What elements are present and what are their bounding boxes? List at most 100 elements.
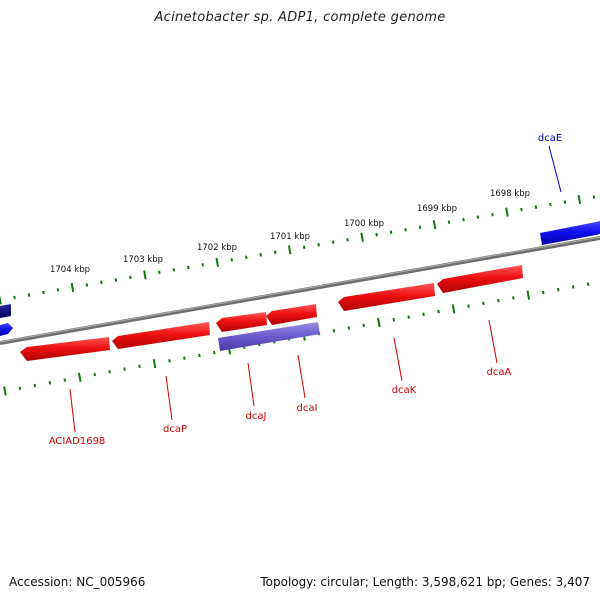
outer-minor-tick [302,245,306,250]
outer-major-tick [287,245,292,255]
page-title: Acinetobacter sp. ADP1, complete genome [154,10,446,25]
outer-minor-tick [389,230,393,234]
outer-minor-tick [418,225,422,229]
inner-major-tick [152,359,157,369]
summary-label: Topology: circular; Length: 3,598,621 bp… [260,575,590,589]
inner-minor-tick [183,356,186,360]
outer-minor-tick [187,265,190,270]
inner-minor-tick [168,359,171,363]
tick-label: 1704 kbp [50,265,90,275]
tick-label: 1701 kbp [270,232,310,242]
outer-minor-tick [520,207,523,212]
inner-minor-tick [18,386,22,390]
gene-dcaE-arrow [540,221,600,245]
genome-backbone-highlight [0,236,600,343]
outer-minor-tick [331,240,335,244]
outer-minor-tick [549,202,552,207]
gene-label-dcaK[interactable]: dcaK [392,385,417,396]
accession-label: Accession: NC_005966 [9,575,146,589]
inner-minor-tick [586,282,590,286]
leader-line-dcaI [297,354,306,399]
outer-minor-tick [447,220,451,224]
inner-minor-tick [407,315,410,319]
inner-minor-tick [467,304,470,308]
outer-major-tick [215,257,219,267]
inner-minor-tick [123,367,126,371]
tick-label: 1699 kbp [417,204,457,214]
outer-major-tick [143,270,147,280]
inner-minor-tick [63,378,67,382]
gene-label-ACIAD1698[interactable]: ACIAD1698 [49,436,106,447]
gene-dcaJ-arrow [216,312,267,332]
tick-labels: 1704 kbp 1703 kbp 1702 kbp 1701 kbp 1700 kbp… [50,189,530,275]
outer-major-tick [360,232,364,242]
outer-major-tick [70,282,75,293]
gene-dcaI-arrow [266,304,317,325]
outer-minor-tick [42,290,45,295]
gene-dcaK-arrow [338,283,435,311]
outer-minor-tick [201,263,204,267]
inner-minor-tick [556,287,560,292]
outer-tick-ring [0,194,596,305]
gene-label-dcaE[interactable]: dcaE [538,133,562,144]
leader-line-dcaP [165,375,173,421]
genome-backbone [0,236,600,345]
inner-tick-ring [3,282,590,396]
gene-label-dcaI[interactable]: dcaI [297,403,318,414]
outer-minor-tick [114,278,118,282]
outer-major-tick [577,194,582,205]
outer-minor-tick [100,280,103,285]
inner-minor-tick [48,381,52,385]
tick-label: 1703 kbp [123,255,163,265]
gene-dcaP-arrow [112,322,210,349]
leader-line-dcaA [488,319,498,364]
outer-minor-tick [85,283,89,287]
leader-line-dcaJ [247,362,255,407]
outer-minor-tick [27,293,31,297]
inner-minor-tick [198,353,201,358]
inner-minor-tick [422,312,425,317]
outer-minor-tick [534,205,538,209]
inner-major-tick [526,290,531,300]
outer-major-tick [432,220,437,230]
inner-minor-tick [571,285,575,289]
outer-minor-tick [317,243,320,247]
outer-minor-tick [476,215,480,219]
tick-label: 1700 kbp [344,219,384,229]
outer-major-tick [0,295,2,305]
inner-minor-tick [332,329,336,333]
inner-minor-tick [482,301,485,306]
feature-purple [218,322,320,351]
inner-minor-tick [497,298,500,303]
inner-minor-tick [392,318,395,322]
tick-label: 1702 kbp [197,243,237,253]
inner-major-tick [377,317,381,328]
outer-minor-tick [375,232,378,237]
minus-strand-features [20,265,523,361]
outer-minor-tick [404,227,407,232]
inner-minor-tick [93,372,96,377]
gene-label-dcaJ[interactable]: dcaJ [246,411,267,422]
outer-major-tick [505,207,509,217]
outer-minor-tick [346,238,349,242]
feature-plus-left-blue [0,323,13,336]
inner-major-tick [3,386,7,396]
leader-line-dcaK [393,337,403,382]
feature-plus-left-dark [0,304,11,318]
outer-minor-tick [13,295,16,300]
inner-minor-tick [138,364,141,369]
inner-minor-tick [362,323,366,327]
outer-minor-tick [129,275,132,280]
inner-minor-tick [108,370,111,374]
gene-label-dcaA[interactable]: dcaA [487,367,512,378]
gene-label-dcaP[interactable]: dcaP [163,424,187,435]
gene-labels: ACIAD1698 dcaP dcaJ dcaI dcaK dcaA dcaE [49,133,562,447]
inner-minor-tick [437,309,440,314]
outer-minor-tick [158,270,161,275]
gene-ACIAD1698-arrow [20,337,110,361]
gene-dcaA-arrow [437,265,523,293]
outer-minor-tick [259,253,262,257]
inner-minor-tick [512,296,515,300]
inner-minor-tick [542,290,545,295]
